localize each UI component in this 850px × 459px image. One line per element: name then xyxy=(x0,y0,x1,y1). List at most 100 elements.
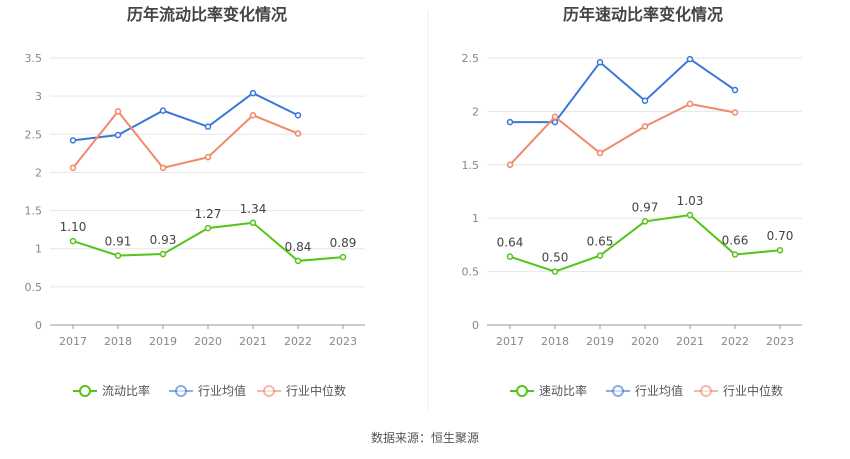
legend-item[interactable]: 速动比率 xyxy=(510,383,587,398)
legend-marker-icon xyxy=(175,385,187,397)
legend-item[interactable]: 行业均值 xyxy=(606,383,683,398)
data-point[interactable] xyxy=(551,118,559,126)
y-tick-label: 0 xyxy=(472,319,479,332)
legend-label: 行业均值 xyxy=(635,383,683,398)
series-line xyxy=(510,57,736,124)
chart-2: 历年速动比率变化情况 0 0.5 1 1.5 2 2.5 2017 2018 2019 2020 20… xyxy=(462,5,802,398)
data-label: 0.84 xyxy=(285,240,312,254)
x-tick-label: 2023 xyxy=(766,335,794,348)
data-point[interactable] xyxy=(204,123,212,130)
data-point[interactable] xyxy=(596,149,604,157)
legend-marker-icon xyxy=(79,385,91,397)
series-industry-median xyxy=(506,100,739,169)
data-point[interactable] xyxy=(294,111,302,119)
y-tick-label: 0.5 xyxy=(462,266,480,279)
series-main: 0.64 0.50 0.65 0.97 1.03 0.66 0.70 xyxy=(497,194,793,275)
x-tick-label: 2019 xyxy=(586,335,614,348)
legend-label: 流动比率 xyxy=(102,383,150,398)
data-point[interactable] xyxy=(69,137,77,144)
data-point[interactable] xyxy=(114,252,122,259)
x-tick-label: 2018 xyxy=(104,335,132,348)
data-point[interactable] xyxy=(159,107,167,114)
data-point[interactable] xyxy=(641,123,649,130)
legend-marker-icon xyxy=(612,385,624,397)
x-tick-label: 2017 xyxy=(496,335,524,348)
y-tick-label: 1.5 xyxy=(25,205,43,218)
x-tick-label: 2021 xyxy=(239,335,267,348)
data-point[interactable] xyxy=(114,108,122,115)
data-point[interactable] xyxy=(731,86,739,94)
x-tick-label: 2021 xyxy=(676,335,704,348)
legend-marker-icon xyxy=(516,385,528,397)
data-point[interactable] xyxy=(551,268,559,275)
data-point[interactable] xyxy=(731,251,739,258)
data-label: 0.66 xyxy=(722,234,749,248)
data-point[interactable] xyxy=(69,164,77,172)
legend-item[interactable]: 行业中位数 xyxy=(257,383,346,398)
data-label: 1.10 xyxy=(60,220,87,234)
x-tick-label: 2018 xyxy=(541,335,569,348)
y-tick-label: 1 xyxy=(35,243,42,256)
legend-label: 行业中位数 xyxy=(723,383,783,398)
y-tick-label: 1.5 xyxy=(462,159,480,172)
source-note: 数据来源：恒生聚源 xyxy=(371,430,479,445)
data-point[interactable] xyxy=(249,89,257,97)
data-label: 0.91 xyxy=(105,235,132,249)
chart-1: 历年流动比率变化情况 0 0.5 1 1.5 2 2.5 3 3.5 2017 2018 2019 20… xyxy=(25,5,365,398)
data-point[interactable] xyxy=(641,97,649,104)
data-point[interactable] xyxy=(596,252,604,259)
x-tick-label: 2017 xyxy=(59,335,87,348)
data-point[interactable] xyxy=(339,253,347,261)
series-industry-mean xyxy=(506,55,739,126)
series-industry-median xyxy=(69,108,302,172)
data-point[interactable] xyxy=(551,113,559,120)
legend-item[interactable]: 流动比率 xyxy=(73,383,150,398)
y-tick-label: 2.5 xyxy=(25,128,43,141)
legend-item[interactable]: 行业中位数 xyxy=(694,383,783,398)
data-point[interactable] xyxy=(731,109,739,116)
data-point[interactable] xyxy=(641,218,649,225)
legend-item[interactable]: 行业均值 xyxy=(169,383,246,398)
legend-label: 行业均值 xyxy=(198,383,246,398)
data-point[interactable] xyxy=(159,164,167,172)
data-point[interactable] xyxy=(506,253,514,260)
data-point[interactable] xyxy=(776,246,784,254)
x-tick-label: 2023 xyxy=(329,335,357,348)
y-tick-label: 2 xyxy=(35,166,42,179)
data-point[interactable] xyxy=(294,257,302,265)
x-tick-label: 2022 xyxy=(721,335,749,348)
data-point[interactable] xyxy=(596,59,604,66)
legend-label: 速动比率 xyxy=(539,383,587,398)
data-point[interactable] xyxy=(204,224,212,232)
data-point[interactable] xyxy=(204,153,212,161)
data-point[interactable] xyxy=(686,211,694,219)
legend: 速动比率 行业均值 行业中位数 xyxy=(510,383,783,398)
series-line xyxy=(72,91,299,142)
legend-label: 行业中位数 xyxy=(286,383,346,398)
y-tick-label: 3 xyxy=(35,90,42,103)
data-point[interactable] xyxy=(506,118,514,126)
data-point[interactable] xyxy=(69,237,77,245)
y-tick-label: 1 xyxy=(472,212,479,225)
series-industry-mean xyxy=(69,89,302,144)
data-point[interactable] xyxy=(294,130,302,137)
data-point[interactable] xyxy=(249,111,257,119)
data-point[interactable] xyxy=(686,100,694,108)
data-label: 0.50 xyxy=(542,251,569,265)
data-point[interactable] xyxy=(506,161,514,169)
chart-title: 历年速动比率变化情况 xyxy=(563,5,723,24)
data-point[interactable] xyxy=(159,250,167,258)
y-tick-label: 2.5 xyxy=(462,52,480,65)
data-label: 0.97 xyxy=(632,200,659,214)
data-point[interactable] xyxy=(114,131,122,139)
data-label: 0.93 xyxy=(150,233,177,247)
data-point[interactable] xyxy=(249,219,257,227)
series-line xyxy=(509,102,736,166)
data-point[interactable] xyxy=(686,55,694,63)
series-line xyxy=(72,109,299,169)
legend-marker-icon xyxy=(700,385,712,397)
x-tick-label: 2022 xyxy=(284,335,312,348)
data-label: 0.64 xyxy=(497,236,524,250)
data-label: 0.65 xyxy=(587,235,614,249)
